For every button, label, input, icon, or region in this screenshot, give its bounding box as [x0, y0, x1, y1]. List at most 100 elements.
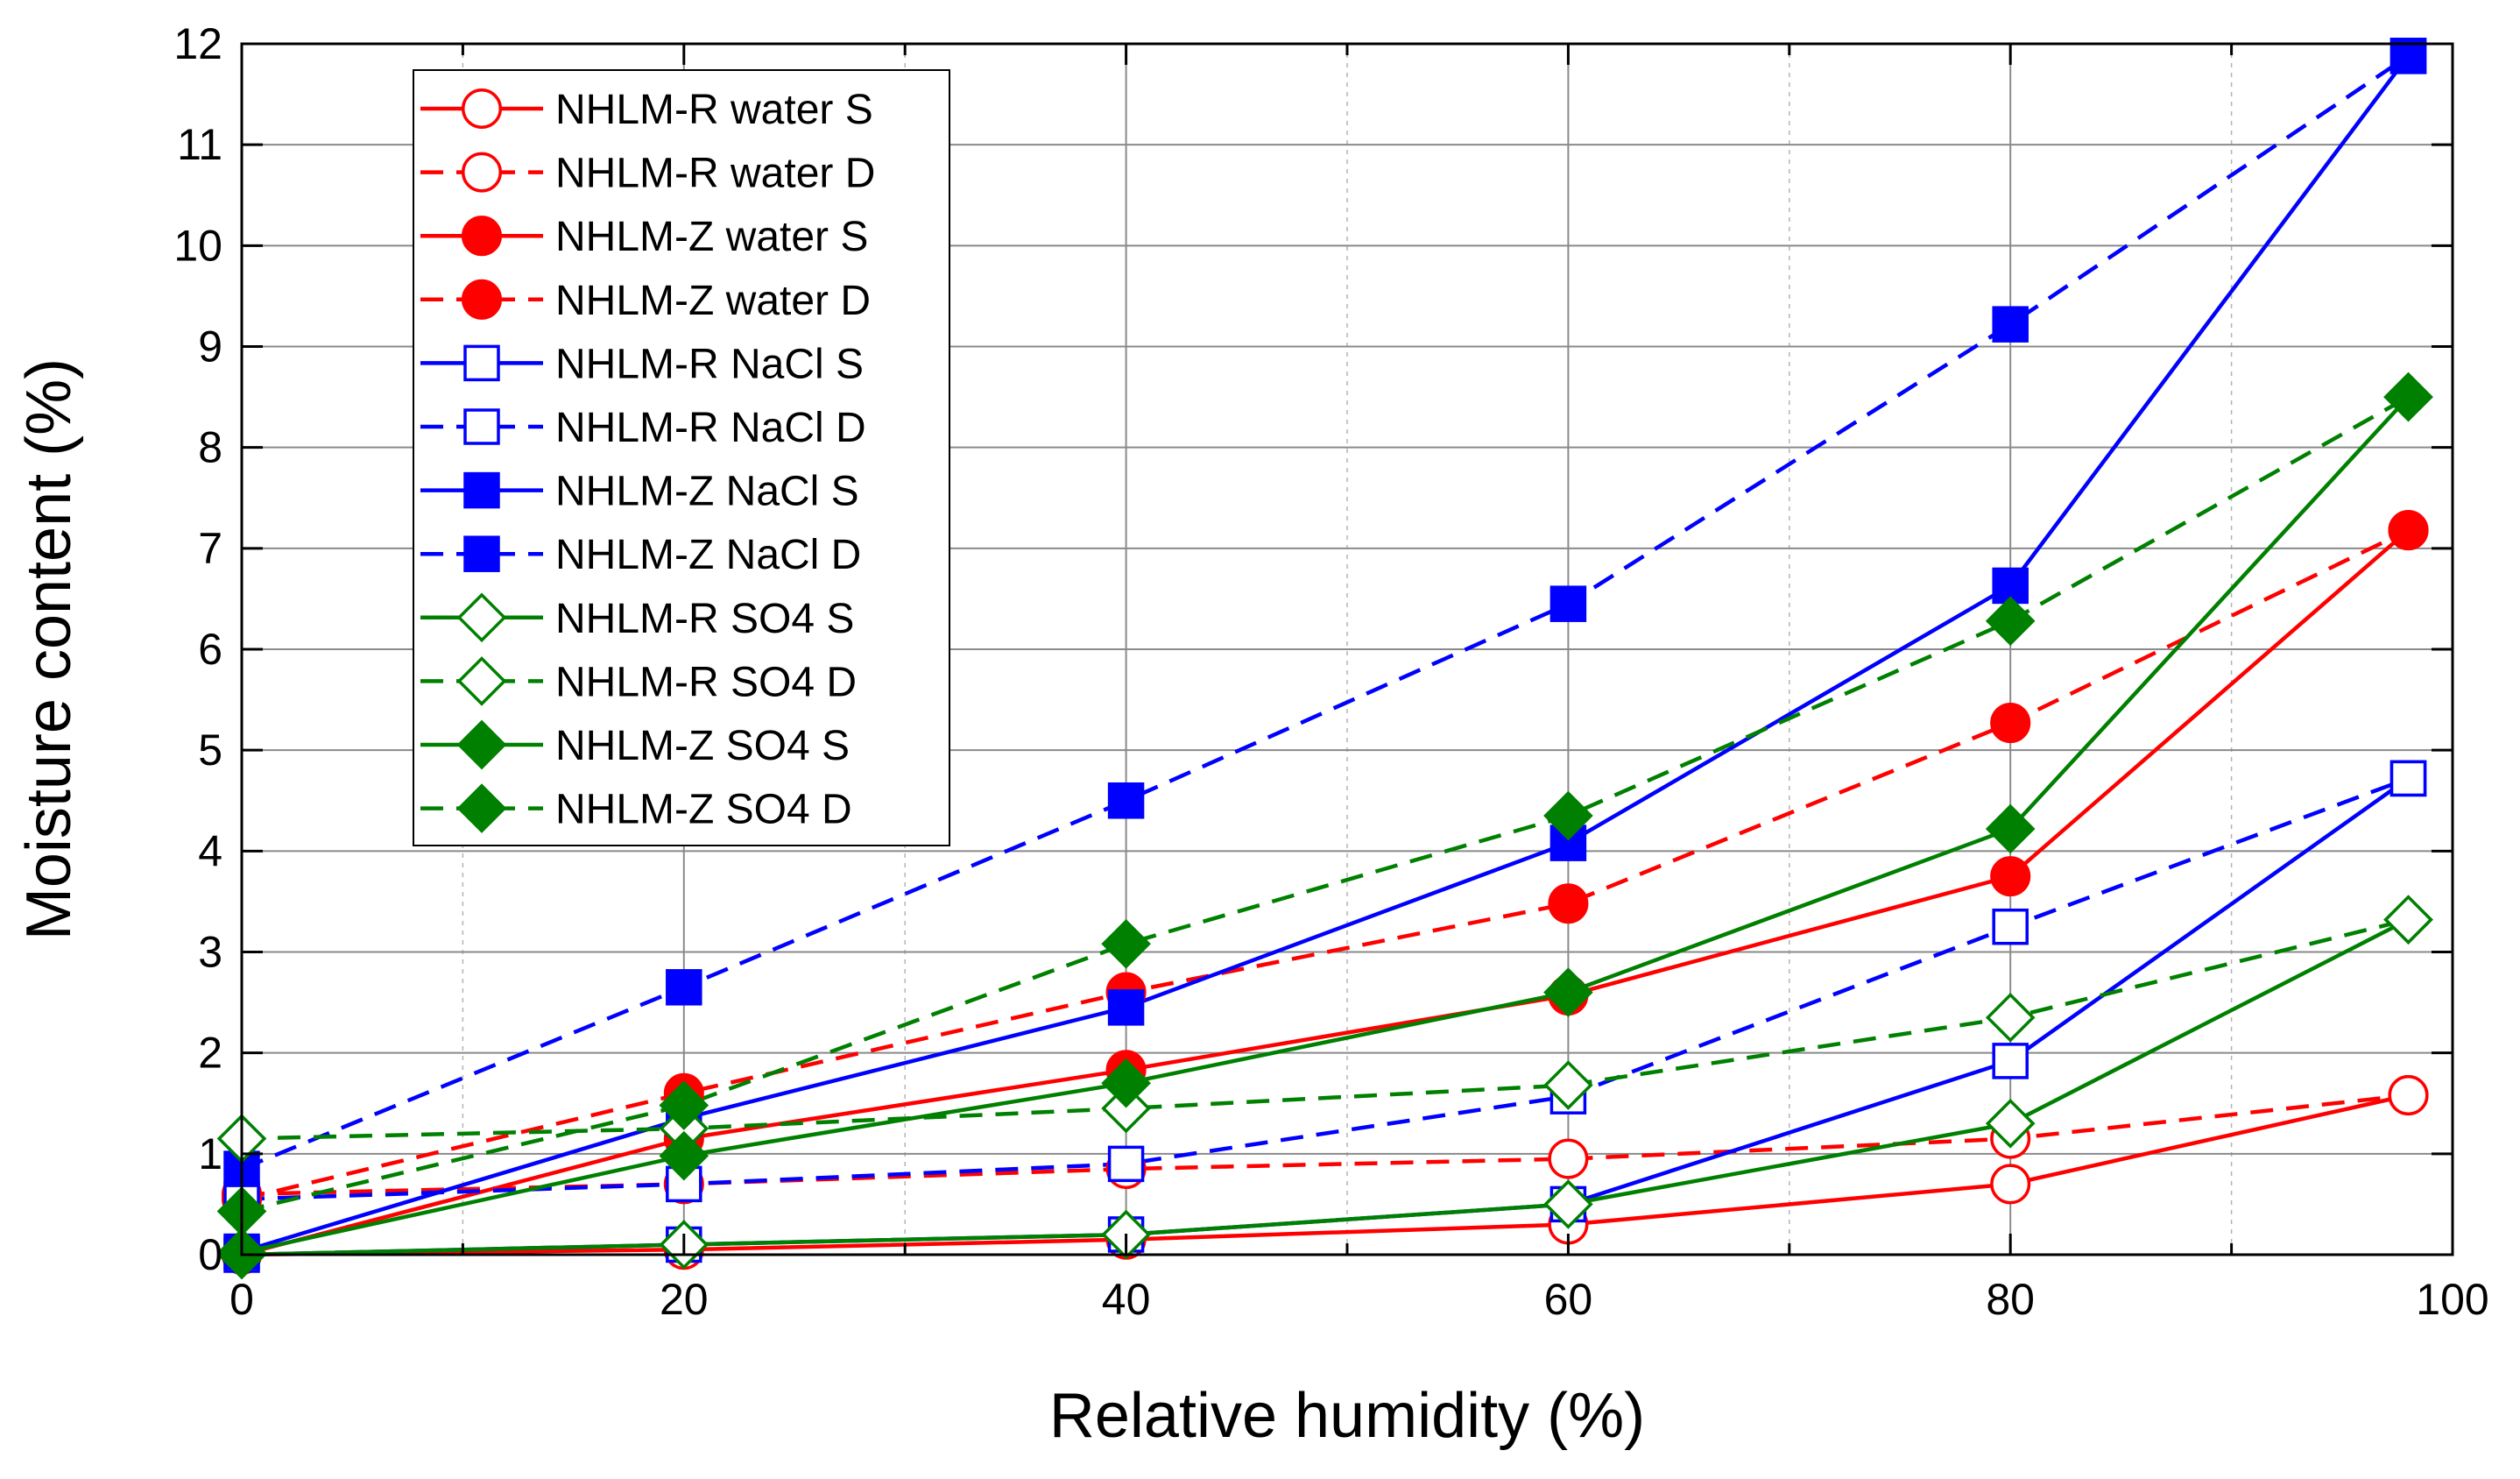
data-point-nhlm-r-so4-s	[1985, 1098, 2036, 1149]
legend-marker	[463, 471, 500, 509]
y-tick-label: 0	[198, 1230, 222, 1279]
legend: NHLM-R water S NHLM-R water D NHLM-Z water…	[413, 69, 950, 846]
series-line-nhlm-z-nacl-d	[241, 53, 2410, 1171]
data-point-nhlm-z-nacl-d	[1549, 585, 1587, 622]
x-tick-label: 40	[1102, 1275, 1151, 1324]
legend-item: NHLM-Z SO4 S	[420, 719, 850, 770]
legend-item: NHLM-Z water S	[420, 214, 868, 260]
data-point-nhlm-z-so4-d	[659, 1080, 709, 1130]
series-line-nhlm-z-water-s	[241, 528, 2410, 1257]
data-point-nhlm-z-water-d	[1548, 883, 1589, 924]
data-point-nhlm-r-nacl-d	[1992, 908, 2029, 945]
data-point-nhlm-z-water-s	[1990, 856, 2031, 897]
data-point-nhlm-z-water-d	[2388, 510, 2429, 551]
legend-item: NHLM-R NaCl S	[420, 341, 864, 387]
legend-marker	[463, 408, 500, 445]
data-point-nhlm-z-so4-d	[1101, 918, 1151, 969]
x-tick-label: 20	[660, 1275, 709, 1324]
data-point-nhlm-r-nacl-d	[1107, 1145, 1145, 1183]
data-point-nhlm-r-nacl-d	[2389, 760, 2427, 797]
x-tick-label: 0	[229, 1275, 254, 1324]
legend-label: NHLM-R water D	[555, 151, 875, 197]
legend-item: NHLM-R water D	[420, 151, 875, 197]
axis-ticks	[240, 42, 2454, 1256]
legend-item: NHLM-R water S	[420, 87, 873, 133]
legend-label: NHLM-Z NaCl S	[555, 469, 859, 515]
x-tick-label: 80	[1986, 1275, 2035, 1324]
data-point-nhlm-z-nacl-s	[1107, 989, 1145, 1026]
y-tick-label: 7	[198, 524, 222, 573]
y-tick-label: 4	[198, 826, 222, 875]
legend-marker	[461, 88, 503, 130]
legend-label: NHLM-Z NaCl D	[555, 532, 861, 578]
data-point-nhlm-r-so4-s	[1543, 1179, 1593, 1229]
legend-label: NHLM-Z water D	[555, 278, 871, 324]
legend-marker	[461, 152, 503, 193]
legend-item: NHLM-Z water D	[420, 278, 871, 324]
legend-item: NHLM-R SO4 D	[420, 656, 857, 706]
data-point-nhlm-z-water-d	[1990, 703, 2031, 744]
data-point-nhlm-z-nacl-d	[1107, 782, 1145, 819]
legend-label: NHLM-R SO4 D	[555, 659, 857, 705]
legend-marker	[463, 344, 500, 382]
y-tick-label: 1	[198, 1129, 222, 1178]
series-line-nhlm-z-so4-d	[241, 395, 2410, 1214]
legend-marker	[456, 719, 507, 770]
data-point-nhlm-z-so4-s	[659, 1130, 709, 1181]
legend-label: NHLM-Z SO4 D	[555, 787, 852, 833]
data-point-nhlm-r-so4-d	[1985, 993, 2036, 1043]
y-tick-label: 9	[198, 322, 222, 372]
series-line-nhlm-z-water-d	[241, 528, 2410, 1201]
data-point-nhlm-z-so4-d	[1543, 790, 1593, 841]
y-tick-label: 3	[198, 928, 222, 977]
x-tick-label: 60	[1544, 1275, 1593, 1324]
y-tick-label: 2	[198, 1029, 222, 1078]
legend-label: NHLM-Z water S	[555, 214, 868, 260]
y-tick-label: 11	[177, 120, 222, 169]
y-tick-label: 10	[173, 221, 222, 270]
data-point-nhlm-r-so4-d	[1543, 1060, 1593, 1110]
legend-label: NHLM-Z SO4 S	[555, 723, 850, 769]
legend-marker	[456, 592, 507, 643]
y-tick-label: 8	[198, 423, 222, 472]
legend-box	[413, 69, 950, 846]
y-tick-label: 12	[173, 19, 222, 68]
data-point-nhlm-r-water-s	[1990, 1164, 2031, 1205]
legend-marker	[461, 279, 503, 320]
data-point-nhlm-z-nacl-d	[666, 969, 702, 1006]
data-point-nhlm-z-so4-s	[1101, 1058, 1151, 1108]
series-line-nhlm-r-so4-s	[241, 917, 2410, 1257]
y-tick-label: 5	[198, 725, 222, 775]
series-line-nhlm-r-nacl-d	[241, 776, 2410, 1201]
legend-item: NHLM-R SO4 S	[420, 592, 854, 643]
legend-item: NHLM-Z NaCl D	[420, 532, 861, 578]
series-line-nhlm-z-nacl-s	[241, 54, 2411, 1254]
data-point-nhlm-r-so4-d	[2383, 895, 2433, 945]
y-tick-label: 6	[198, 625, 222, 674]
series-line-nhlm-z-so4-s	[241, 395, 2411, 1255]
legend-item: NHLM-R NaCl D	[420, 405, 866, 451]
series-line-nhlm-r-water-s	[241, 1093, 2409, 1257]
series-line-nhlm-r-so4-d	[241, 917, 2410, 1141]
x-axis-title: Relative humidity (%)	[1049, 1381, 1645, 1451]
data-point-nhlm-z-so4-d	[2383, 372, 2433, 422]
y-axis-title: Moisture content (%)	[14, 358, 84, 940]
legend-label: NHLM-R water S	[555, 87, 873, 133]
data-point-nhlm-r-so4-d	[1101, 1083, 1151, 1134]
legend-label: NHLM-R SO4 S	[555, 596, 854, 642]
data-point-nhlm-z-so4-s	[1543, 967, 1593, 1017]
legend-marker	[456, 783, 507, 833]
x-tick-label: 100	[2416, 1275, 2488, 1324]
data-point-nhlm-z-so4-s	[1985, 803, 2036, 854]
x-tick-labels: 0 20 40 60 80 100	[229, 1275, 2489, 1324]
data-point-nhlm-r-water-d	[2388, 1075, 2429, 1116]
data-point-nhlm-r-water-d	[1548, 1138, 1589, 1179]
data-point-nhlm-r-nacl-s	[1992, 1043, 2029, 1079]
legend-marker	[461, 216, 503, 257]
legend-marker	[463, 535, 500, 572]
series-lines	[241, 53, 2411, 1257]
legend-label: NHLM-R NaCl D	[555, 405, 866, 451]
legend-label: NHLM-R NaCl S	[555, 341, 864, 387]
